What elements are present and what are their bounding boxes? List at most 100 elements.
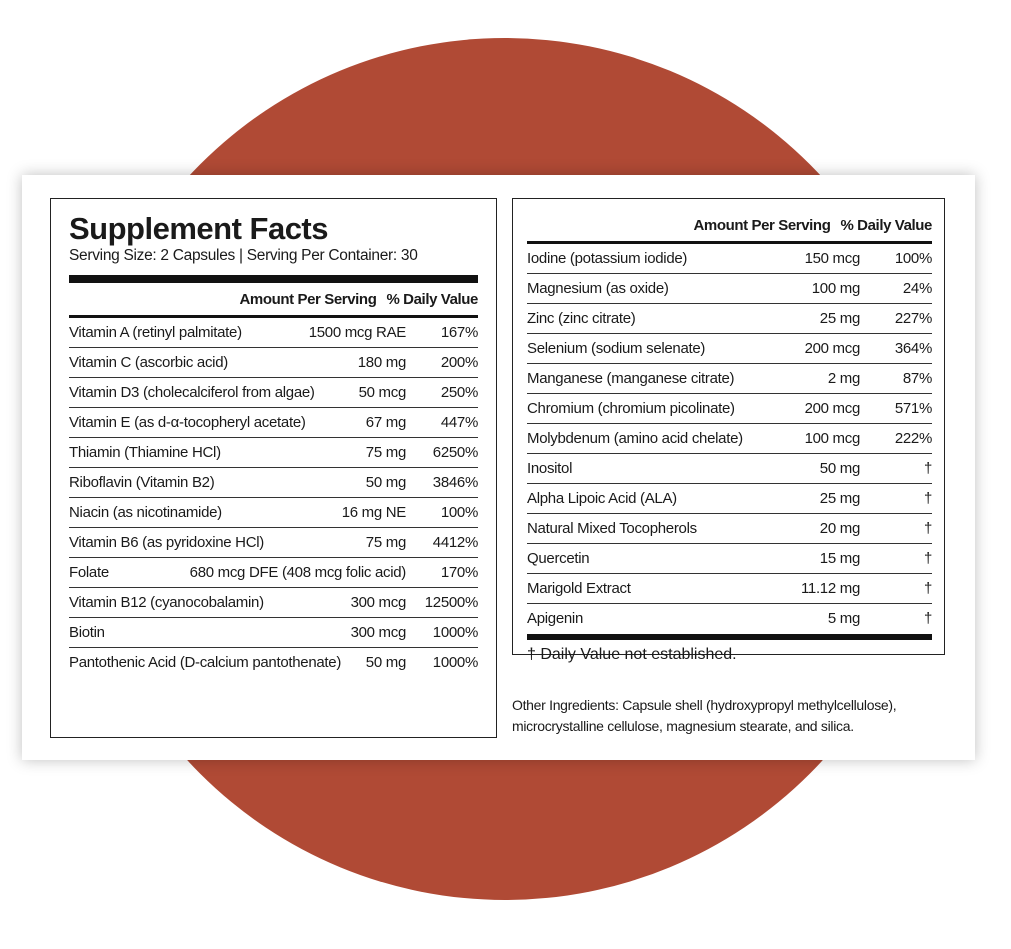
- amount: 200 mcg: [804, 400, 861, 417]
- daily-value: 24%: [902, 280, 932, 297]
- amount: 20 mg: [819, 520, 861, 537]
- nutrient-name: Vitamin C (ascorbic acid): [69, 354, 228, 371]
- daily-value: 167%: [440, 324, 478, 341]
- nutrient-row: Vitamin B6 (as pyridoxine HCl) 75 mg 4412%: [69, 528, 478, 558]
- nutrient-name: Chromium (chromium picolinate): [527, 400, 735, 417]
- nutrient-name: Biotin: [69, 624, 105, 641]
- daily-value: 12500%: [424, 594, 479, 611]
- daily-value: 222%: [894, 430, 932, 447]
- amount: 300 mcg: [350, 624, 407, 641]
- nutrient-row: Thiamin (Thiamine HCl) 75 mg 6250%: [69, 438, 478, 468]
- nutrient-name: Niacin (as nicotinamide): [69, 504, 222, 521]
- daily-value: †: [923, 460, 932, 477]
- nutrient-row: Vitamin C (ascorbic acid) 180 mg 200%: [69, 348, 478, 378]
- daily-value: 447%: [440, 414, 478, 431]
- nutrient-row: Inositol 50 mg †: [527, 454, 932, 484]
- facts-left: Supplement Facts Serving Size: 2 Capsule…: [50, 198, 497, 738]
- nutrient-row: Magnesium (as oxide) 100 mg 24%: [527, 274, 932, 304]
- amount: 180 mg: [357, 354, 407, 371]
- amount: 25 mg: [819, 310, 861, 327]
- amount: 100 mcg: [804, 430, 861, 447]
- dv-header: % Daily Value: [386, 290, 478, 308]
- daily-value: 364%: [894, 340, 932, 357]
- nutrient-row: Pantothenic Acid (D-calcium pantothenate…: [69, 648, 478, 698]
- title: Supplement Facts: [69, 211, 329, 246]
- amount: 680 mcg DFE (408 mcg folic acid): [189, 564, 407, 581]
- daily-value: †: [923, 490, 932, 507]
- daily-value: 1000%: [432, 654, 479, 671]
- nutrient-row: Vitamin D3 (cholecalciferol from algae) 5…: [69, 378, 478, 408]
- nutrient-row: Alpha Lipoic Acid (ALA) 25 mg †: [527, 484, 932, 514]
- amount: 150 mcg: [804, 250, 861, 267]
- daily-value: 100%: [894, 250, 932, 267]
- nutrient-row: Folate 680 mcg DFE (408 mcg folic acid) 17…: [69, 558, 478, 588]
- amount: 16 mg NE: [341, 504, 407, 521]
- daily-value: 170%: [440, 564, 478, 581]
- daily-value: 6250%: [432, 444, 479, 461]
- amount: 200 mcg: [804, 340, 861, 357]
- nutrient-name: Molybdenum (amino acid chelate): [527, 430, 743, 447]
- amount: 50 mg: [365, 474, 407, 491]
- nutrient-name: Marigold Extract: [527, 580, 631, 597]
- daily-value: †: [923, 610, 932, 627]
- amount: 75 mg: [365, 444, 407, 461]
- other-ingredients: Other Ingredients: Capsule shell (hydrox…: [512, 697, 897, 734]
- nutrient-name: Manganese (manganese citrate): [527, 370, 735, 387]
- nutrient-row: Zinc (zinc citrate) 25 mg 227%: [527, 304, 932, 334]
- amount: 2 mg: [827, 370, 860, 387]
- daily-value: 3846%: [432, 474, 479, 491]
- header: Amount Per Serving % Daily Value: [69, 283, 478, 318]
- nutrient-row: Riboflavin (Vitamin B2) 50 mg 3846%: [69, 468, 478, 498]
- nutrient-name: Riboflavin (Vitamin B2): [69, 474, 215, 491]
- amount: 11.12 mg: [800, 580, 860, 597]
- nutrient-row: Vitamin E (as d-α-tocopheryl acetate) 67 …: [69, 408, 478, 438]
- amount: 75 mg: [365, 534, 407, 551]
- serving: Serving Size: 2 Capsules | Serving Per C…: [69, 247, 418, 264]
- nutrient-row: Molybdenum (amino acid chelate) 100 mcg 22…: [527, 424, 932, 454]
- nutrient-row: Iodine (potassium iodide) 150 mcg 100%: [527, 244, 932, 274]
- daily-value: 100%: [440, 504, 478, 521]
- amount: 15 mg: [819, 550, 861, 567]
- daily-value: 227%: [894, 310, 932, 327]
- amount: 1500 mcg RAE: [308, 324, 407, 341]
- nutrient-name: Natural Mixed Tocopherols: [527, 520, 697, 537]
- amount: 5 mg: [827, 610, 860, 627]
- amount-header: Amount Per Serving: [239, 290, 377, 308]
- nutrient-row: Selenium (sodium selenate) 200 mcg 364%: [527, 334, 932, 364]
- amount: 25 mg: [819, 490, 861, 507]
- nutrient-name: Apigenin: [527, 610, 583, 627]
- amount: 100 mg: [811, 280, 861, 297]
- daily-value: 571%: [894, 400, 932, 417]
- daily-value: †: [923, 580, 932, 597]
- nutrient-name: Thiamin (Thiamine HCl): [69, 444, 221, 461]
- nutrient-name: Vitamin B6 (as pyridoxine HCl): [69, 534, 264, 551]
- nutrient-name: Inositol: [527, 460, 573, 477]
- daily-value: 200%: [440, 354, 478, 371]
- daily-value: 250%: [440, 384, 478, 401]
- nutrient-name: Pantothenic Acid (D-calcium pantothenate…: [69, 654, 342, 671]
- nutrient-row: Chromium (chromium picolinate) 200 mcg 571…: [527, 394, 932, 424]
- nutrient-row: Apigenin 5 mg †: [527, 604, 932, 634]
- nutrient-name: Quercetin: [527, 550, 590, 567]
- nutrient-name: Alpha Lipoic Acid (ALA): [527, 490, 677, 507]
- nutrient-row: Vitamin B12 (cyanocobalamin) 300 mcg 12500…: [69, 588, 478, 618]
- amount: 50 mcg: [358, 384, 407, 401]
- nutrient-name: Selenium (sodium selenate): [527, 340, 706, 357]
- daily-value: †: [923, 520, 932, 537]
- nutrient-row: Niacin (as nicotinamide) 16 mg NE 100%: [69, 498, 478, 528]
- daily-value: 1000%: [432, 624, 479, 641]
- nutrient-name: Magnesium (as oxide): [527, 280, 669, 297]
- nutrient-name: Folate: [69, 564, 109, 581]
- amount-header: Amount Per Serving: [693, 216, 831, 234]
- nutrient-name: Vitamin E (as d-α-tocopheryl acetate): [69, 414, 306, 431]
- amount: 67 mg: [365, 414, 407, 431]
- nutrient-row: Marigold Extract 11.12 mg †: [527, 574, 932, 604]
- card: Supplement Facts Serving Size: 2 Capsule…: [22, 175, 975, 760]
- nutrient-name: Vitamin D3 (cholecalciferol from algae): [69, 384, 315, 401]
- nutrient-row: Biotin 300 mcg 1000%: [69, 618, 478, 648]
- rows: Vitamin A (retinyl palmitate) 1500 mcg RA…: [69, 318, 478, 698]
- amount: 50 mg: [819, 460, 861, 477]
- nutrient-row: Vitamin A (retinyl palmitate) 1500 mcg RA…: [69, 318, 478, 348]
- nutrient-name: Zinc (zinc citrate): [527, 310, 636, 327]
